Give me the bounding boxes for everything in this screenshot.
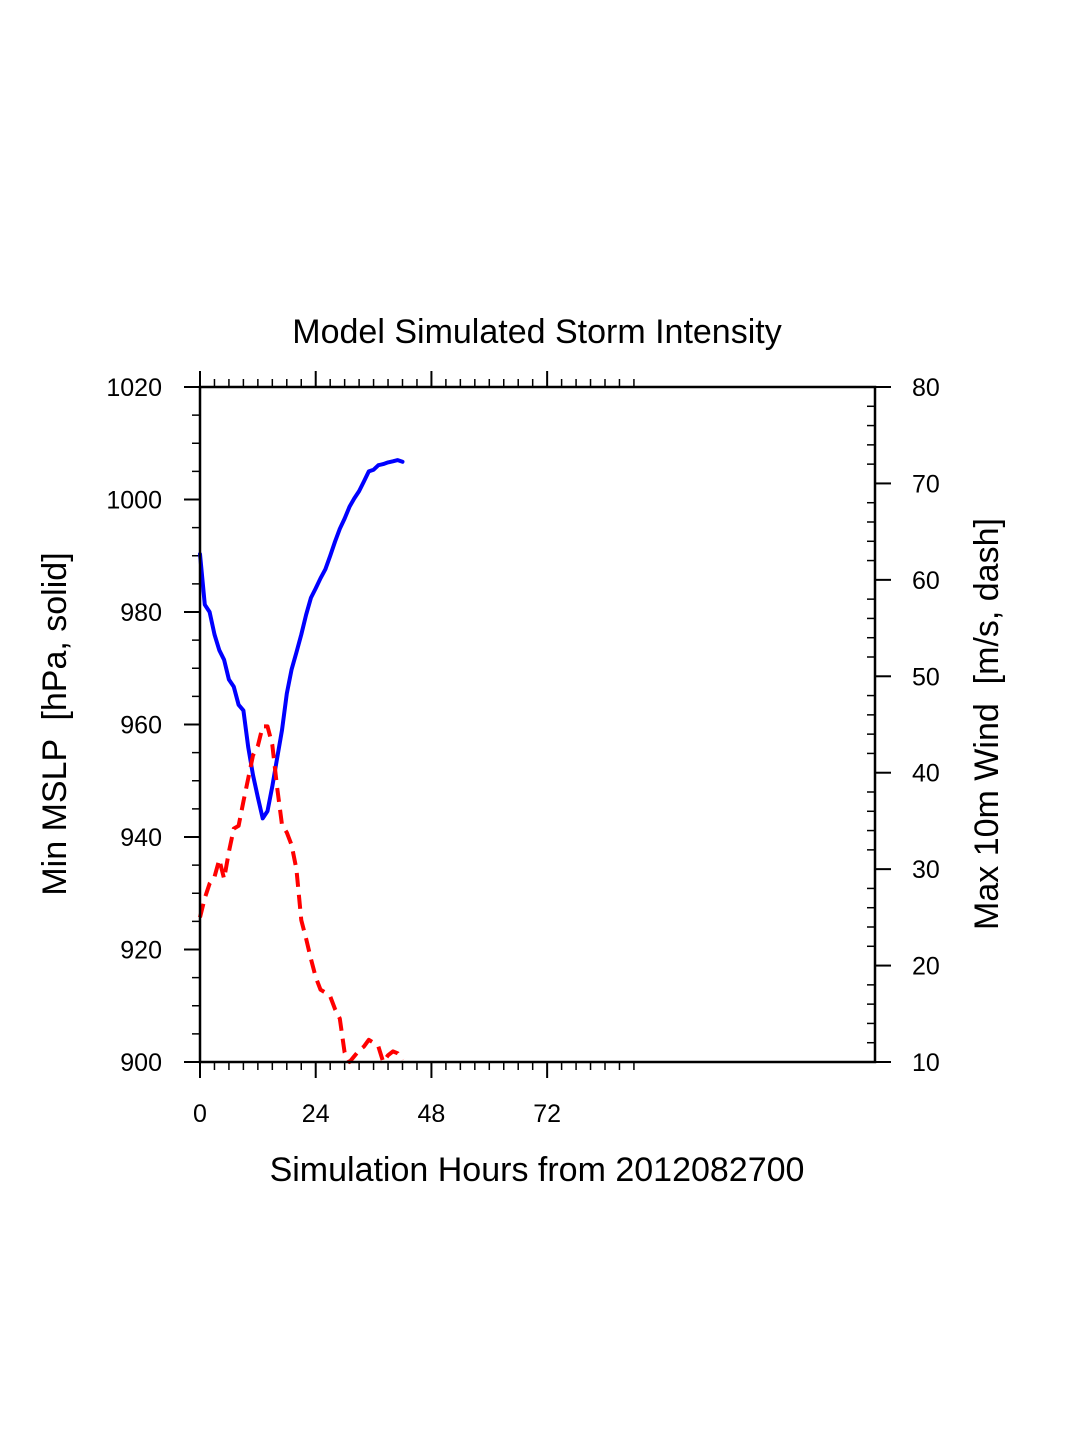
x-tick-label: 0	[193, 1100, 207, 1128]
axis-ticks	[184, 371, 891, 1078]
mslp-series-line	[198, 458, 405, 821]
y-right-tick-label: 80	[912, 374, 940, 402]
y-left-tick-label: 920	[120, 937, 162, 965]
y-right-tick-label: 20	[912, 953, 940, 981]
y-left-tick-label: 940	[120, 824, 162, 852]
y-right-tick-label: 60	[912, 567, 940, 595]
x-axis-label: Simulation Hours from 2012082700	[270, 1151, 805, 1189]
chart-title: Model Simulated Storm Intensity	[292, 313, 781, 351]
y-left-tick-label: 980	[120, 599, 162, 627]
y-right-tick-label: 50	[912, 663, 940, 691]
series-group	[198, 458, 405, 1064]
y-left-tick-label: 1000	[106, 487, 162, 515]
y-right-tick-label: 70	[912, 470, 940, 498]
x-tick-label: 48	[418, 1100, 446, 1128]
wind-series-line	[198, 724, 405, 1064]
y-right-tick-label: 40	[912, 760, 940, 788]
tick-labels: 0 24 48 72900920940960980100010201020304050…	[106, 374, 939, 1128]
y-right-tick-label: 30	[912, 856, 940, 884]
y-right-tick-label: 10	[912, 1049, 940, 1077]
y-left-tick-label: 1020	[106, 374, 162, 402]
y-left-tick-label: 960	[120, 712, 162, 740]
y-axis-left-label: Min MSLP [hPa, solid]	[36, 552, 74, 895]
y-axis-right-label: Max 10m Wind [m/s, dash]	[968, 518, 1006, 930]
x-tick-label: 24	[302, 1100, 330, 1128]
plot-frame	[198, 385, 877, 1064]
x-tick-label: 72	[533, 1100, 561, 1128]
y-left-tick-label: 900	[120, 1049, 162, 1077]
